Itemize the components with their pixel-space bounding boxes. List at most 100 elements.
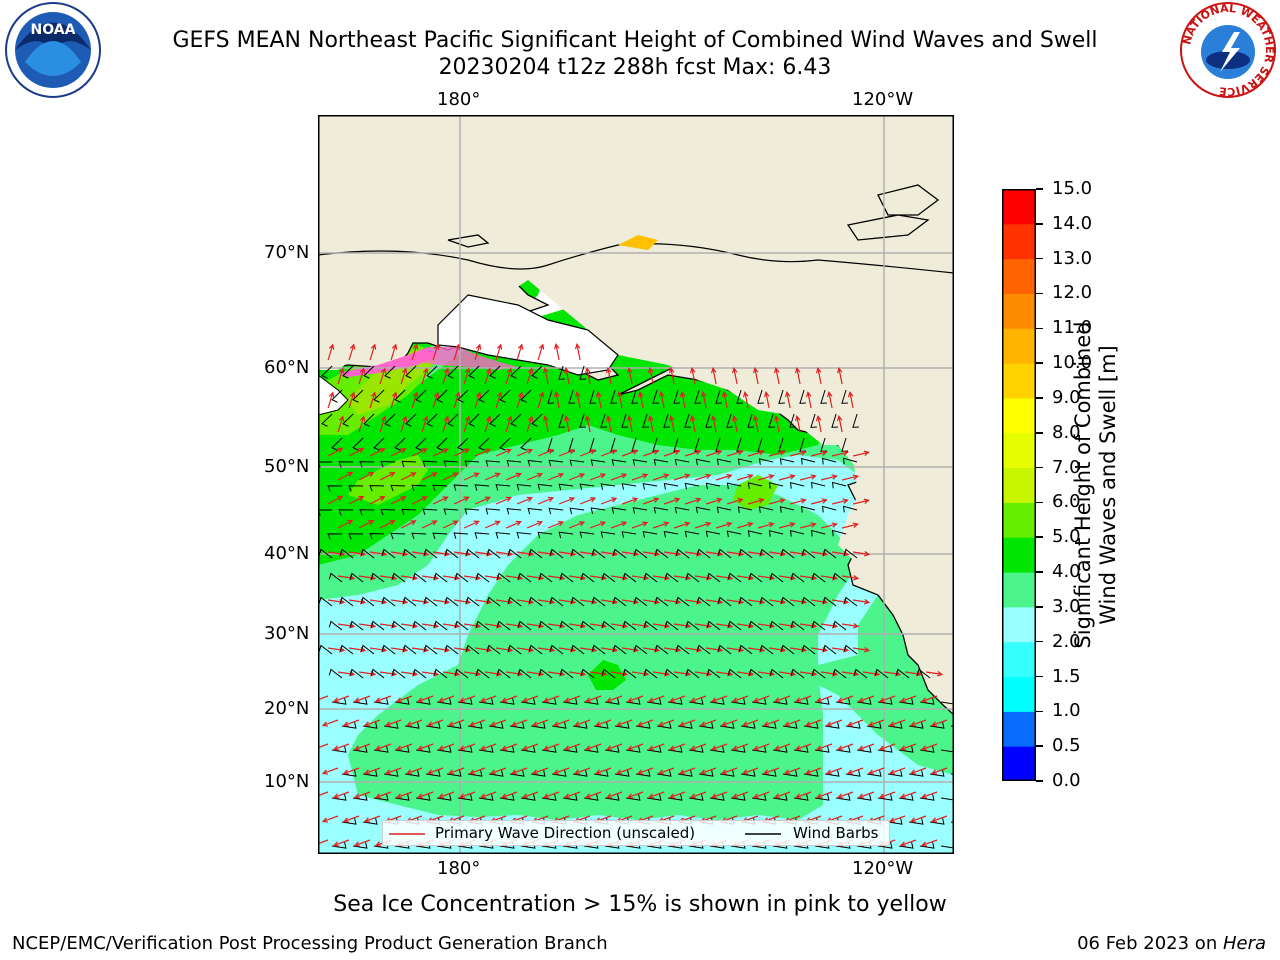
wave-arrow-head	[647, 415, 654, 422]
wind-barb	[605, 698, 620, 705]
wind-barb	[370, 620, 385, 631]
wave-arrow	[526, 416, 533, 433]
wave-arrow	[826, 719, 843, 727]
wave-arrow	[826, 767, 843, 775]
lat-label-10n: 10°N	[264, 771, 310, 792]
wave-arrow-head	[741, 769, 749, 775]
colorbar-segment	[1002, 572, 1036, 608]
colorbar-segment	[1002, 676, 1036, 712]
wind-barb	[373, 389, 385, 403]
wind-barb	[832, 620, 847, 631]
wave-arrow-head	[636, 769, 644, 775]
wave-arrow-head	[794, 697, 802, 703]
wave-arrow-head	[909, 721, 917, 727]
wave-arrow-head	[789, 474, 796, 480]
wave-arrow	[406, 767, 423, 775]
wind-barb	[647, 746, 662, 753]
bering-sea-ice-free	[437, 294, 619, 376]
wave-arrow-head	[737, 449, 744, 456]
wind-barb	[857, 698, 872, 705]
wind-barb	[433, 620, 448, 631]
wave-arrow-head	[605, 415, 612, 422]
wind-barb	[678, 722, 693, 729]
wave-arrow-head	[653, 449, 660, 455]
wave-arrow	[711, 743, 728, 751]
wave-arrow	[544, 368, 549, 385]
wave-arrow	[495, 449, 511, 457]
wave-arrow	[910, 719, 927, 727]
wind-barb	[841, 389, 848, 404]
wave-arrow-head	[705, 521, 712, 528]
wind-barb	[479, 794, 494, 801]
wave-arrow-head	[574, 391, 581, 398]
wave-arrow	[694, 522, 711, 529]
wave-arrow	[585, 791, 602, 799]
wind-barb	[580, 572, 595, 583]
wave-arrow	[768, 499, 785, 505]
wind-barb	[821, 505, 837, 513]
wind-barb	[422, 460, 438, 468]
wave-arrow	[742, 767, 759, 775]
wind-barb	[579, 365, 586, 380]
wave-arrow	[774, 695, 791, 703]
wave-arrow	[627, 791, 644, 799]
wave-arrow-head	[321, 769, 329, 775]
wave-arrow	[721, 767, 738, 775]
wave-arrow	[816, 743, 833, 751]
wave-arrow-head	[621, 521, 628, 527]
colorbar-segment	[1002, 397, 1036, 434]
wave-arrow	[925, 671, 942, 675]
wind-barb	[542, 698, 557, 705]
wave-arrow	[621, 647, 638, 651]
wave-arrow-head	[379, 448, 386, 454]
colorbar-tick-label: 15.0	[1052, 178, 1093, 199]
wave-arrow	[463, 368, 470, 385]
wave-arrow-head	[552, 721, 560, 727]
wave-arrow	[736, 575, 753, 579]
wind-barb	[780, 548, 795, 559]
wave-arrow-head	[742, 391, 749, 398]
wave-arrow-head	[768, 522, 775, 528]
wave-arrow	[553, 719, 570, 727]
wind-barb	[384, 770, 399, 777]
wind-barb	[601, 572, 616, 583]
colorbar-tick-label: 1.5	[1052, 665, 1081, 687]
lon-label-bottom-180: 180°	[437, 858, 481, 879]
wave-arrow-head	[353, 697, 361, 703]
wave-arrow	[810, 599, 827, 603]
wave-arrow	[343, 719, 360, 727]
wave-arrow	[438, 743, 455, 751]
wave-arrow-head	[599, 473, 607, 479]
wave-arrow	[621, 551, 638, 555]
wave-arrow	[879, 695, 896, 703]
wave-arrow-head	[536, 472, 544, 479]
wind-barb	[495, 532, 511, 539]
wave-arrow	[627, 695, 644, 703]
wave-arrow	[684, 551, 701, 555]
wave-arrow	[754, 416, 759, 433]
wave-arrow-head	[542, 793, 550, 799]
wave-arrow-head	[468, 769, 476, 775]
wave-arrow-head	[863, 598, 871, 605]
wind-barb	[643, 620, 658, 631]
wind-barb	[853, 668, 868, 679]
wave-arrow	[889, 719, 906, 727]
wind-barbs-legend-label: Wind Barbs	[793, 824, 879, 842]
wind-barb	[496, 668, 511, 679]
wind-barb	[789, 481, 805, 489]
wave-arrow	[474, 599, 491, 603]
wave-arrow	[484, 472, 500, 481]
wave-arrow	[480, 743, 497, 751]
wind-barb	[867, 770, 882, 777]
wave-arrow-head	[475, 391, 482, 398]
wind-barb	[622, 572, 637, 583]
wave-arrow-head	[647, 793, 655, 799]
wave-arrow	[694, 623, 711, 627]
wind-barb	[570, 548, 585, 559]
wave-arrow-head	[500, 793, 508, 799]
wave-arrow-head	[437, 745, 445, 751]
wind-barb	[342, 818, 357, 825]
wind-barb	[717, 548, 732, 559]
wave-arrow	[852, 647, 869, 651]
wave-arrow	[795, 791, 812, 799]
